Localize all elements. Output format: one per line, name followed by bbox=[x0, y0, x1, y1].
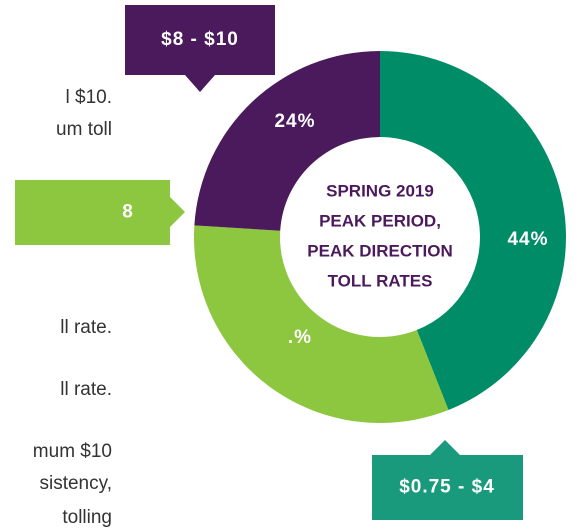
slice-label: .% bbox=[288, 327, 312, 348]
center-text: PEAK PERIOD, bbox=[319, 211, 441, 230]
center-text: SPRING 2019 bbox=[326, 181, 434, 200]
slice-label: 44% bbox=[507, 229, 548, 250]
body-text: tolling bbox=[62, 507, 112, 528]
donut-slice bbox=[380, 51, 566, 410]
donut-slice bbox=[194, 225, 449, 423]
body-text: sistency, bbox=[39, 473, 112, 494]
center-text: TOLL RATES bbox=[328, 271, 433, 290]
callout-box bbox=[125, 5, 275, 75]
callout-tail bbox=[170, 197, 185, 227]
callout-box bbox=[372, 455, 523, 520]
center-text: PEAK DIRECTION bbox=[307, 241, 452, 260]
donut-slice bbox=[194, 51, 380, 231]
body-text: ll rate. bbox=[60, 379, 112, 400]
body-text: mum $10 bbox=[33, 441, 112, 462]
body-text: ll rate. bbox=[60, 317, 112, 338]
callout-label: $8 - $10 bbox=[161, 29, 239, 50]
callout-label: 8 bbox=[122, 202, 134, 223]
body-text: um toll bbox=[56, 119, 112, 140]
callout-tail bbox=[185, 75, 215, 92]
slice-label: 24% bbox=[274, 111, 315, 132]
body-text: l $10. bbox=[66, 87, 112, 108]
callout-box bbox=[15, 180, 170, 245]
callout-label: $0.75 - $4 bbox=[399, 477, 495, 498]
callout-tail bbox=[430, 440, 460, 455]
